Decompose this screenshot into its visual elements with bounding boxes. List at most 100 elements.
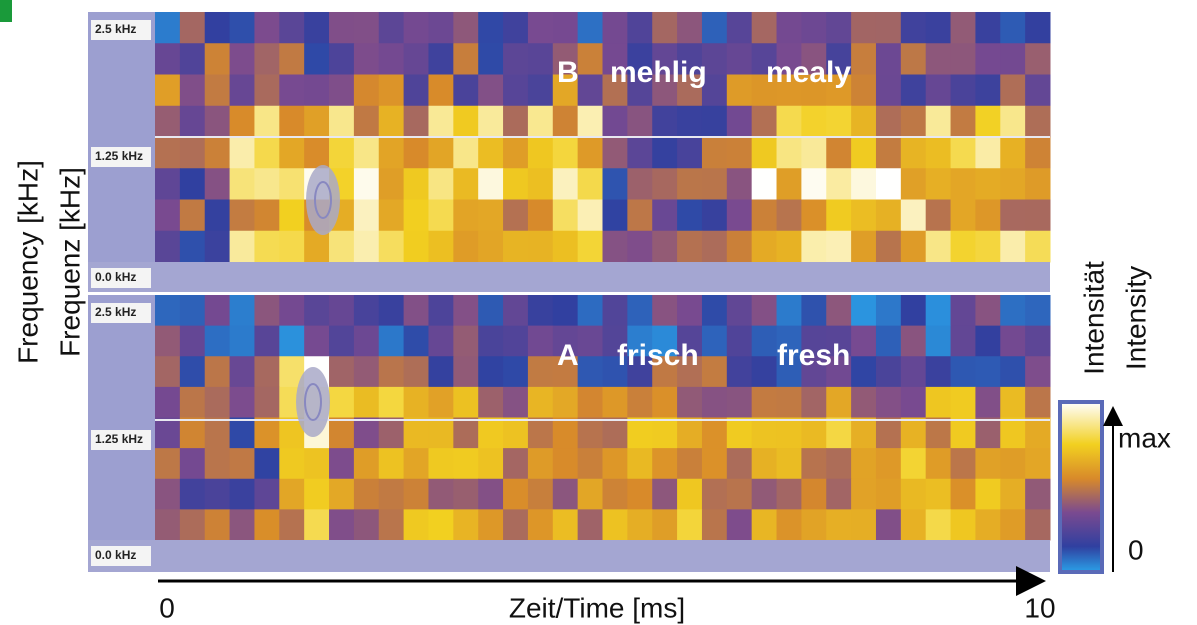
cell [1000,200,1025,232]
cell [329,479,354,510]
cell [801,295,826,326]
y-label-en: Frequency [kHz] [12,160,43,364]
cell [851,231,876,263]
cell [254,106,279,138]
cell [528,43,553,75]
cell [379,418,404,449]
cell [975,12,1000,44]
cell [603,200,628,232]
cell [727,509,752,540]
cell [603,137,628,169]
cell [975,75,1000,107]
cell [777,200,802,232]
cell [279,295,304,326]
cell [553,168,578,200]
cell [478,295,503,326]
cell [876,168,901,200]
cell [528,295,553,326]
cell [304,448,329,479]
cell [379,106,404,138]
cell [1025,479,1050,510]
tick-label: 2.5 kHz [95,305,136,319]
cell [826,509,851,540]
cell [801,168,826,200]
cell [1025,106,1050,138]
cell [677,295,702,326]
cell [428,418,453,449]
cell [727,200,752,232]
cell [155,418,180,449]
cell [801,448,826,479]
cell [503,231,528,263]
cell [553,137,578,169]
cell [1000,43,1025,75]
cell [578,509,603,540]
cell [354,168,379,200]
cell [553,418,578,449]
cell [1025,509,1050,540]
cell [503,137,528,169]
cell [279,326,304,357]
cell [578,356,603,387]
cell [478,168,503,200]
cell [503,295,528,326]
cell [180,387,205,418]
cell [180,168,205,200]
cell [329,387,354,418]
cell [453,479,478,510]
cell [180,106,205,138]
cell [627,137,652,169]
cell [652,418,677,449]
cell [528,106,553,138]
cell [677,137,702,169]
cell [155,356,180,387]
cell [627,509,652,540]
cell [975,137,1000,169]
cell [503,75,528,107]
cell [254,200,279,232]
cell [926,356,951,387]
cell [876,387,901,418]
cell [404,200,429,232]
cell [155,448,180,479]
cell [354,479,379,510]
cell [453,75,478,107]
cell [1000,75,1025,107]
cell [428,448,453,479]
cell [279,231,304,263]
cell [478,418,503,449]
cell [951,106,976,138]
cell [578,106,603,138]
cell [180,326,205,357]
cell [354,295,379,326]
cell [975,509,1000,540]
cell [727,12,752,44]
cell [1025,200,1050,232]
cell [528,137,553,169]
cell [254,75,279,107]
cell [578,137,603,169]
cell [304,295,329,326]
cell [702,356,727,387]
cell [254,231,279,263]
cell [478,448,503,479]
cell [553,200,578,232]
cell [901,448,926,479]
cell [975,43,1000,75]
cell [578,448,603,479]
cell [428,200,453,232]
cell [453,106,478,138]
cell [230,356,255,387]
cell [951,448,976,479]
cell [876,12,901,44]
cell [627,12,652,44]
cell [727,231,752,263]
cell [951,137,976,169]
cell [777,387,802,418]
cell [627,295,652,326]
cell [453,295,478,326]
cell [205,295,230,326]
cell [553,106,578,138]
cell [379,43,404,75]
cell [329,75,354,107]
